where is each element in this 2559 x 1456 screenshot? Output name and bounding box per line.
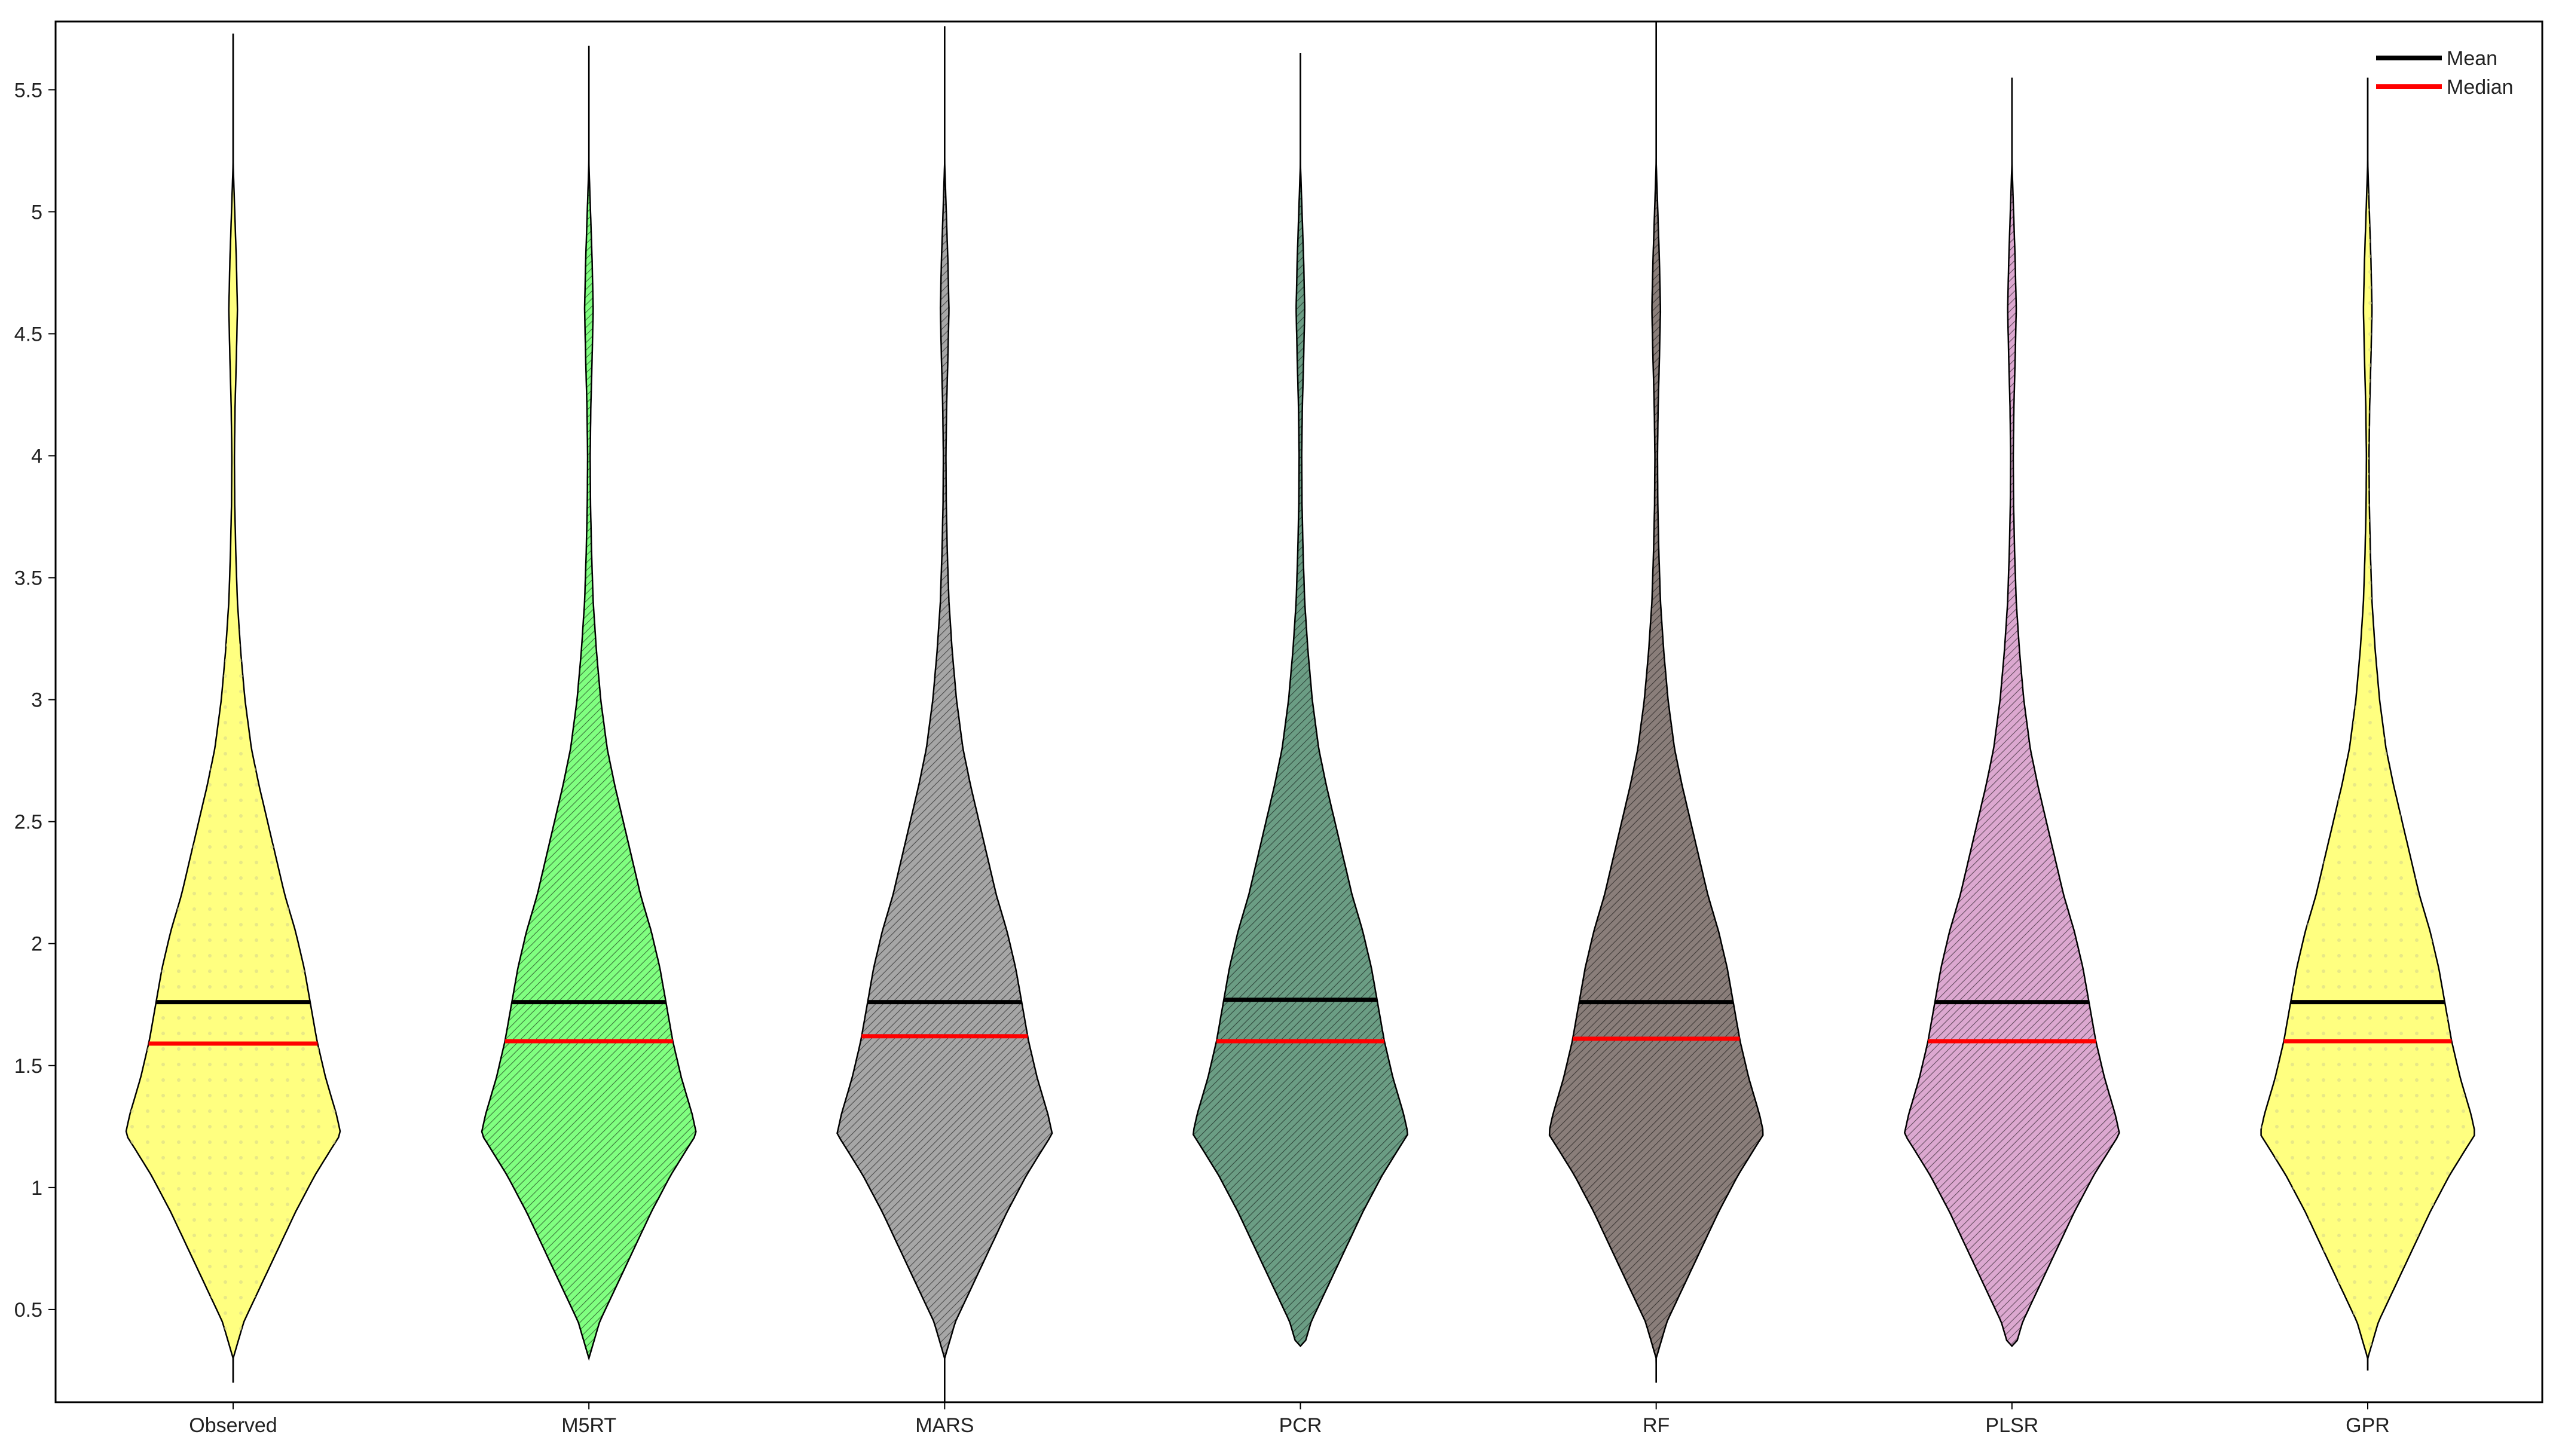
y-axis: 0.5 1 1.5 2 2.5 3 3.5 4 4.5 5 5.5 <box>14 79 56 1322</box>
violin-texture <box>837 26 1053 1403</box>
x-axis: Observed M5RT MARS PCR RF PLSR GPR <box>189 1402 2390 1437</box>
x-tick-label: M5RT <box>561 1414 616 1437</box>
x-tick-label: MARS <box>915 1414 974 1437</box>
violins <box>125 22 2475 1403</box>
legend: Mean Median <box>2376 47 2514 99</box>
violin-texture <box>1904 77 2120 1347</box>
x-tick-label: PLSR <box>1985 1414 2038 1437</box>
violin-texture <box>1193 53 1408 1347</box>
violin-texture <box>1549 22 1763 1383</box>
violin-texture <box>126 33 340 1383</box>
legend-label: Mean <box>2447 47 2497 70</box>
y-tick-label: 0.5 <box>14 1299 42 1322</box>
y-tick-label: 5.5 <box>14 79 42 102</box>
y-tick-label: 3 <box>31 689 42 712</box>
violin-gpr <box>2260 77 2475 1371</box>
violin-observed <box>125 33 341 1383</box>
x-tick-label: GPR <box>2346 1414 2390 1437</box>
violin-texture <box>482 45 696 1359</box>
y-tick-label: 5 <box>31 201 42 224</box>
x-tick-label: Observed <box>189 1414 277 1437</box>
violin-rf <box>1548 22 1764 1383</box>
y-tick-label: 4 <box>31 445 42 467</box>
plot-frame <box>54 20 2543 1403</box>
violin-m5rt <box>481 45 697 1361</box>
y-tick-label: 1 <box>31 1177 42 1200</box>
violin-plsr <box>1903 77 2120 1347</box>
y-tick-label: 1.5 <box>14 1055 42 1078</box>
y-tick-label: 2 <box>31 933 42 956</box>
legend-label: Median <box>2447 76 2514 99</box>
violin-texture <box>2261 77 2475 1371</box>
y-tick-label: 3.5 <box>14 567 42 590</box>
violin-pcr <box>1192 53 1409 1347</box>
y-tick-label: 2.5 <box>14 811 42 834</box>
x-tick-label: PCR <box>1279 1414 1322 1437</box>
x-tick-label: RF <box>1643 1414 1670 1437</box>
violin-mars <box>836 26 1053 1403</box>
y-tick-label: 4.5 <box>14 323 42 345</box>
